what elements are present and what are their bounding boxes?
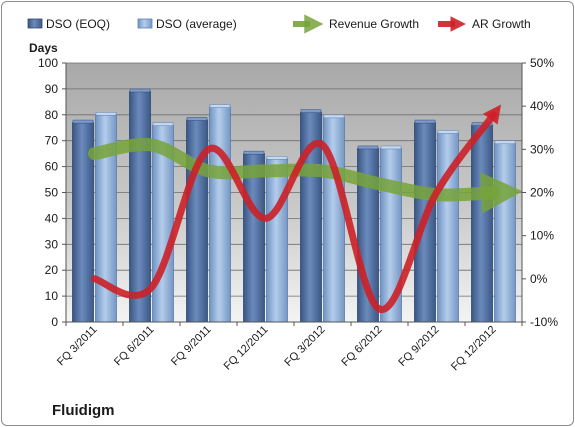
y-tick-label-left: 0: [51, 315, 58, 329]
bar-top-dso-average: [266, 156, 288, 160]
y-tick-label-left: 30: [45, 237, 59, 251]
y-tick-label-left: 40: [45, 211, 59, 225]
bar-dso-average: [266, 158, 288, 323]
x-axis-ticks: FQ 3/2011 FQ 6/2011 FQ 9/2011 FQ 12/2011 FQ …: [55, 322, 523, 374]
y-tick-label-left: 80: [45, 108, 59, 122]
bar-top-dso-eoq: [129, 88, 151, 93]
y-tick-label-left: 90: [45, 82, 59, 96]
y-tick-label-right: 50%: [530, 56, 554, 70]
x-tick-label: FQ 6/2012: [339, 324, 384, 369]
y-tick-label-left: 100: [38, 56, 58, 70]
x-tick-label: FQ 6/2011: [112, 324, 157, 369]
company-label: Fluidigm: [52, 402, 115, 419]
x-tick-label: FQ 12/2011: [222, 324, 271, 373]
legend-swatch-dso-average: [137, 18, 153, 29]
y-tick-label-right: -10%: [530, 315, 558, 329]
bar-top-dso-eoq: [72, 119, 94, 124]
y-tick-label-right: 40%: [530, 99, 554, 113]
bar-top-dso-eoq: [186, 117, 208, 121]
y-tick-label-left: 20: [45, 263, 59, 277]
legend: DSO (EOQ) DSO (average) Revenue Growth A…: [27, 14, 531, 34]
x-tick-label: FQ 3/2012: [282, 324, 327, 369]
bar-top-dso-eoq: [243, 150, 265, 155]
bar-dso-average: [494, 142, 516, 323]
x-tick-label: FQ 3/2011: [55, 324, 100, 369]
bar-top-dso-eoq: [414, 119, 436, 124]
bar-top-dso-average: [437, 130, 459, 134]
legend-label-dso-average: DSO (average): [156, 17, 237, 31]
bar-top-dso-average: [323, 114, 345, 119]
y-tick-label-left: 10: [45, 289, 59, 303]
y-axis-left-ticks: 0 10 20 30 40 50 60 70 80 90 100: [38, 56, 66, 329]
legend-label-dso-eoq: DSO (EOQ): [46, 17, 110, 31]
line-revenue-growth: [88, 137, 523, 214]
y-axis-right-ticks: -10% 0% 10% 20% 30% 40% 50%: [522, 56, 558, 329]
legend-label-ar-growth: AR Growth: [472, 17, 531, 31]
y-tick-label-left: 60: [45, 160, 59, 174]
bar-top-dso-eoq: [300, 109, 322, 113]
bar-dso-average: [209, 106, 231, 323]
bar-top-dso-average: [494, 140, 516, 145]
bar-dso-eoq: [471, 124, 493, 323]
y-tick-label-right: 30%: [530, 142, 554, 156]
x-tick-label: FQ 9/2012: [396, 324, 441, 369]
y-tick-label-left: 50: [45, 186, 59, 200]
x-tick-label: FQ 9/2011: [169, 324, 214, 369]
bar-top-dso-average: [209, 104, 231, 108]
y-tick-label-right: 0%: [530, 272, 548, 286]
legend-swatch-dso-eoq: [27, 18, 43, 29]
x-tick-label: FQ 12/2012: [449, 324, 499, 374]
y-tick-label-left: 70: [45, 134, 59, 148]
bar-dso-eoq: [243, 153, 265, 323]
y-tick-label-right: 20%: [530, 186, 554, 200]
growth-lines: [88, 104, 523, 313]
line-ar-growth: [91, 104, 502, 313]
bar-top-dso-eoq: [357, 145, 379, 150]
y-tick-label-right: 10%: [530, 229, 554, 243]
legend-label-revenue-growth: Revenue Growth: [329, 17, 419, 31]
bar-top-dso-average: [95, 112, 117, 116]
bar-top-dso-average: [152, 122, 174, 126]
y-axis-title-left: Days: [29, 41, 58, 55]
bar-top-dso-average: [380, 145, 402, 150]
